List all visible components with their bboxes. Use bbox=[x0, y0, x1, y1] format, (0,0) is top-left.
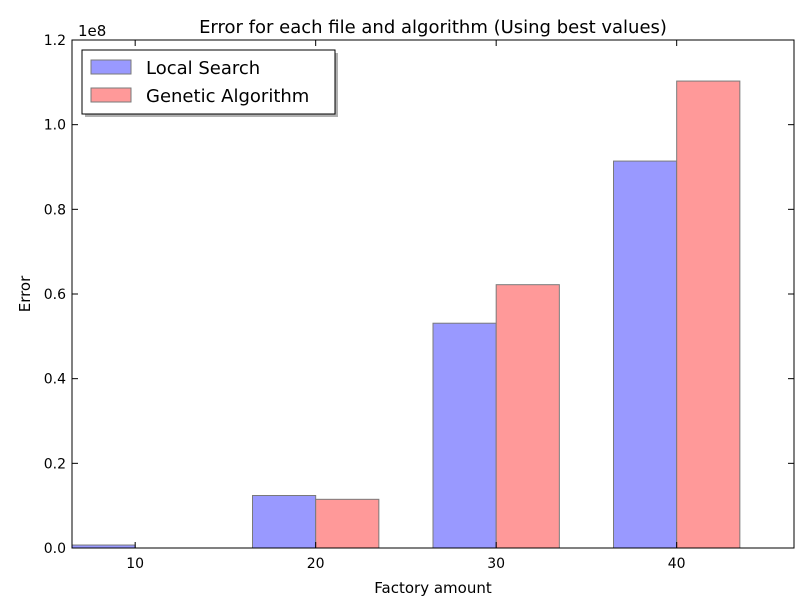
y-tick-label: 0.2 bbox=[44, 456, 66, 472]
bar-local-search-40 bbox=[613, 160, 678, 549]
legend-swatch-local-search bbox=[90, 59, 132, 75]
legend-swatch-genetic-algorithm bbox=[90, 87, 132, 103]
bar-genetic-algorithm-20 bbox=[315, 498, 380, 549]
bar-genetic-algorithm-30 bbox=[495, 284, 560, 549]
y-tick-label: 0.6 bbox=[44, 287, 66, 303]
x-tick-label: 20 bbox=[307, 556, 325, 572]
bars-layer bbox=[71, 80, 741, 549]
ticks-layer: 0.0 0.2 0.4 0.6 0.8 1.0 1.2 10 20 30 40 bbox=[44, 33, 794, 572]
y-tick-label: 0.0 bbox=[44, 541, 66, 557]
y-tick-label: 0.4 bbox=[44, 372, 66, 388]
legend: Local Search Genetic Algorithm bbox=[81, 49, 338, 117]
bar-local-search-30 bbox=[432, 322, 497, 549]
y-axis-label: Error bbox=[16, 275, 34, 312]
bar-local-search-20 bbox=[252, 495, 317, 549]
chart-title: Error for each file and algorithm (Using… bbox=[199, 17, 667, 38]
x-axis-label: Factory amount bbox=[374, 579, 492, 597]
x-tick-label: 40 bbox=[668, 556, 686, 572]
legend-label-genetic-algorithm: Genetic Algorithm bbox=[146, 86, 309, 107]
x-tick-label: 30 bbox=[487, 556, 505, 572]
bar-genetic-algorithm-40 bbox=[676, 80, 741, 549]
y-tick-label: 1.0 bbox=[44, 118, 66, 134]
y-tick-label: 1.2 bbox=[44, 33, 66, 49]
x-tick-label: 10 bbox=[126, 556, 144, 572]
legend-label-local-search: Local Search bbox=[146, 58, 260, 79]
y-axis-multiplier: 1e8 bbox=[78, 22, 106, 40]
y-tick-label: 0.8 bbox=[44, 202, 66, 218]
